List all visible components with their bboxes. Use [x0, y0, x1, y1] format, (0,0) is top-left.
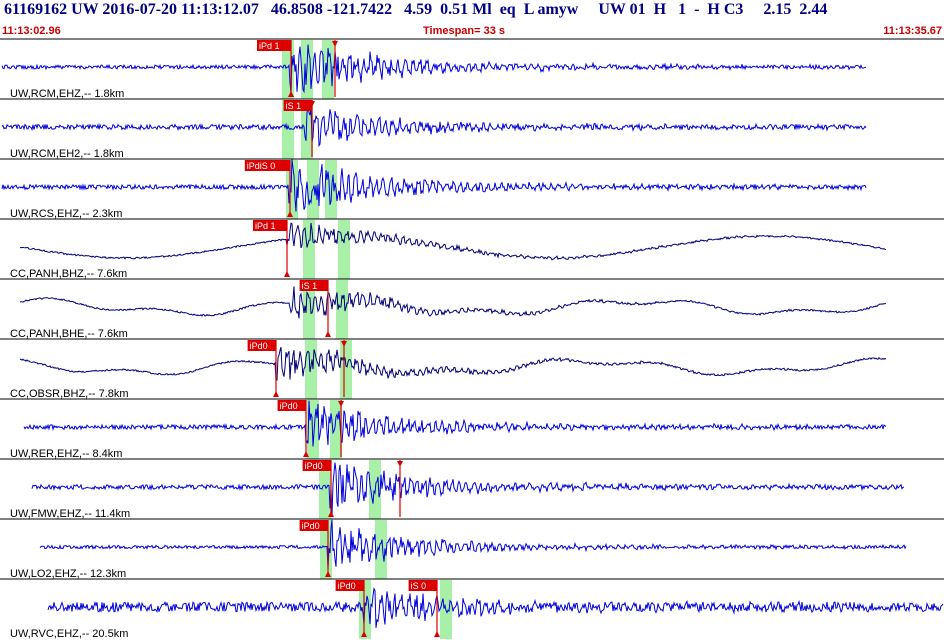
first-motion-marker [328, 511, 334, 517]
pick-flag [277, 400, 306, 411]
first-motion-marker [288, 91, 294, 97]
pick-flag [335, 580, 364, 591]
pick-label: iPdiS 0 [247, 161, 276, 171]
pick-label: iPd0 [280, 401, 298, 411]
pick-flag [247, 340, 276, 351]
pick-flag [253, 220, 287, 231]
event-header: 61169162 UW 2016-07-20 11:13:12.07 46.85… [0, 0, 944, 22]
pick-flag [283, 100, 312, 111]
pick-flag [302, 460, 331, 471]
first-motion-marker [332, 41, 338, 47]
pick-label: iPd0 [250, 341, 268, 351]
channel-label: CC,OBSR,BHZ,-- 7.8km [10, 388, 129, 400]
channel-label: UW,FMW,EHZ,-- 11.4km [10, 508, 130, 520]
phase-pick[interactable] [338, 400, 344, 457]
phase-pick[interactable] [397, 460, 403, 517]
seismogram-trace [39, 519, 907, 569]
pick-flag [299, 520, 328, 531]
seismogram-trace [47, 586, 944, 628]
trace-panel[interactable]: iPd 1 CC,PANH,BHZ,-- 7.6km [0, 218, 944, 280]
channel-label: UW,LO2,EHZ,-- 12.3km [10, 568, 126, 580]
channel-label: UW,RCM,EHZ,-- 1.8km [10, 88, 124, 100]
channel-label: CC,PANH,BHZ,-- 7.6km [10, 268, 127, 280]
first-motion-marker [397, 461, 403, 467]
pick-flag [257, 40, 291, 51]
seismogram-trace [19, 286, 887, 319]
phase-pick[interactable]: iPdiS 0 [244, 160, 293, 217]
trace-panel[interactable]: iPd0 UW,FMW,EHZ,-- 11.4km [0, 458, 944, 520]
channel-label: UW,RCM,EH2,-- 1.8km [10, 148, 124, 160]
first-motion-marker [325, 331, 331, 337]
first-motion-marker [287, 211, 293, 217]
phase-window [340, 340, 352, 399]
phase-pick[interactable] [341, 340, 347, 397]
phase-window [336, 280, 348, 339]
phase-window [320, 520, 332, 579]
first-motion-marker [309, 101, 315, 107]
first-motion-marker [341, 341, 347, 347]
phase-pick[interactable]: iPd0 [299, 520, 331, 577]
seismogram-trace [31, 462, 905, 516]
phase-pick[interactable]: iS 0 [408, 580, 440, 637]
pick-label: iPd0 [305, 461, 323, 471]
phase-pick[interactable]: iPd 1 [257, 40, 294, 97]
phase-window [375, 520, 387, 579]
seismogram-trace [23, 400, 887, 447]
pick-label: iPd 1 [255, 221, 276, 231]
event-summary-line: 61169162 UW 2016-07-20 11:13:12.07 46.85… [4, 1, 828, 18]
phase-pick[interactable]: iS 1 [283, 100, 315, 157]
phase-pick[interactable]: iPd0 [277, 400, 309, 457]
phase-window [338, 220, 350, 279]
trace-panel[interactable]: iPd0 CC,OBSR,BHZ,-- 7.8km [0, 338, 944, 400]
start-time-label: 11:13:02.96 [2, 25, 61, 37]
pick-label: iS 0 [411, 581, 427, 591]
channel-label: UW,RVC,EHZ,-- 20.5km [10, 628, 128, 640]
phase-pick[interactable] [332, 40, 338, 97]
channel-label: UW,RCS,EHZ,-- 2.3km [10, 208, 122, 220]
first-motion-marker [284, 271, 290, 277]
phase-window [282, 100, 294, 159]
phase-pick[interactable]: iPd0 [335, 580, 367, 637]
pick-label: iPd0 [302, 521, 320, 531]
trace-panel[interactable]: iPdiS 0 UW,RCS,EHZ,-- 2.3km [0, 158, 944, 220]
seismogram-trace [19, 222, 887, 261]
phase-pick[interactable]: iPd0 [247, 340, 279, 397]
phase-window [325, 160, 337, 219]
first-motion-marker [325, 571, 331, 577]
phase-window [319, 460, 331, 519]
pick-label: iPd0 [338, 581, 356, 591]
channel-label: UW,RER,EHZ,-- 8.4km [10, 448, 122, 460]
pick-label: iS 1 [302, 281, 318, 291]
phase-pick[interactable]: iPd 1 [253, 220, 290, 277]
phase-window [305, 340, 317, 399]
phase-pick[interactable]: iS 1 [299, 280, 331, 337]
trace-panel[interactable]: iPd0 UW,RER,EHZ,-- 8.4km [0, 398, 944, 460]
seismogram-trace [1, 105, 867, 148]
timespan-label: Timespan= 33 s [423, 25, 506, 37]
first-motion-marker [273, 391, 279, 397]
channel-label: CC,PANH,BHE,-- 7.6km [10, 328, 128, 340]
trace-panel[interactable]: iPd 1 UW,RCM,EHZ,-- 1.8km [0, 38, 944, 100]
end-time-label: 11:13:35.67 [883, 25, 942, 37]
first-motion-marker [338, 401, 344, 407]
trace-panel[interactable]: iPd0 UW,LO2,EHZ,-- 12.3km [0, 518, 944, 580]
pick-label: iS 1 [286, 101, 302, 111]
pick-flag [299, 280, 328, 291]
phase-window [322, 40, 334, 99]
seismogram-trace [19, 347, 887, 381]
first-motion-marker [303, 451, 309, 457]
first-motion-marker [434, 631, 440, 637]
first-motion-marker [361, 631, 367, 637]
seismogram-trace [1, 159, 867, 212]
pick-label: iPd 1 [259, 41, 280, 51]
pick-flag [408, 580, 437, 591]
phase-pick[interactable]: iPd0 [302, 460, 334, 517]
pick-flag [244, 160, 290, 171]
trace-panel[interactable]: iS 1 CC,PANH,BHE,-- 7.6km [0, 278, 944, 340]
trace-panel[interactable]: iS 1 UW,RCM,EH2,-- 1.8km [0, 98, 944, 160]
seismogram-trace [1, 44, 867, 94]
phase-window [303, 280, 315, 339]
trace-panel[interactable]: iPd0 iS 0 UW,RVC,EHZ,-- 20.5km [0, 578, 944, 640]
